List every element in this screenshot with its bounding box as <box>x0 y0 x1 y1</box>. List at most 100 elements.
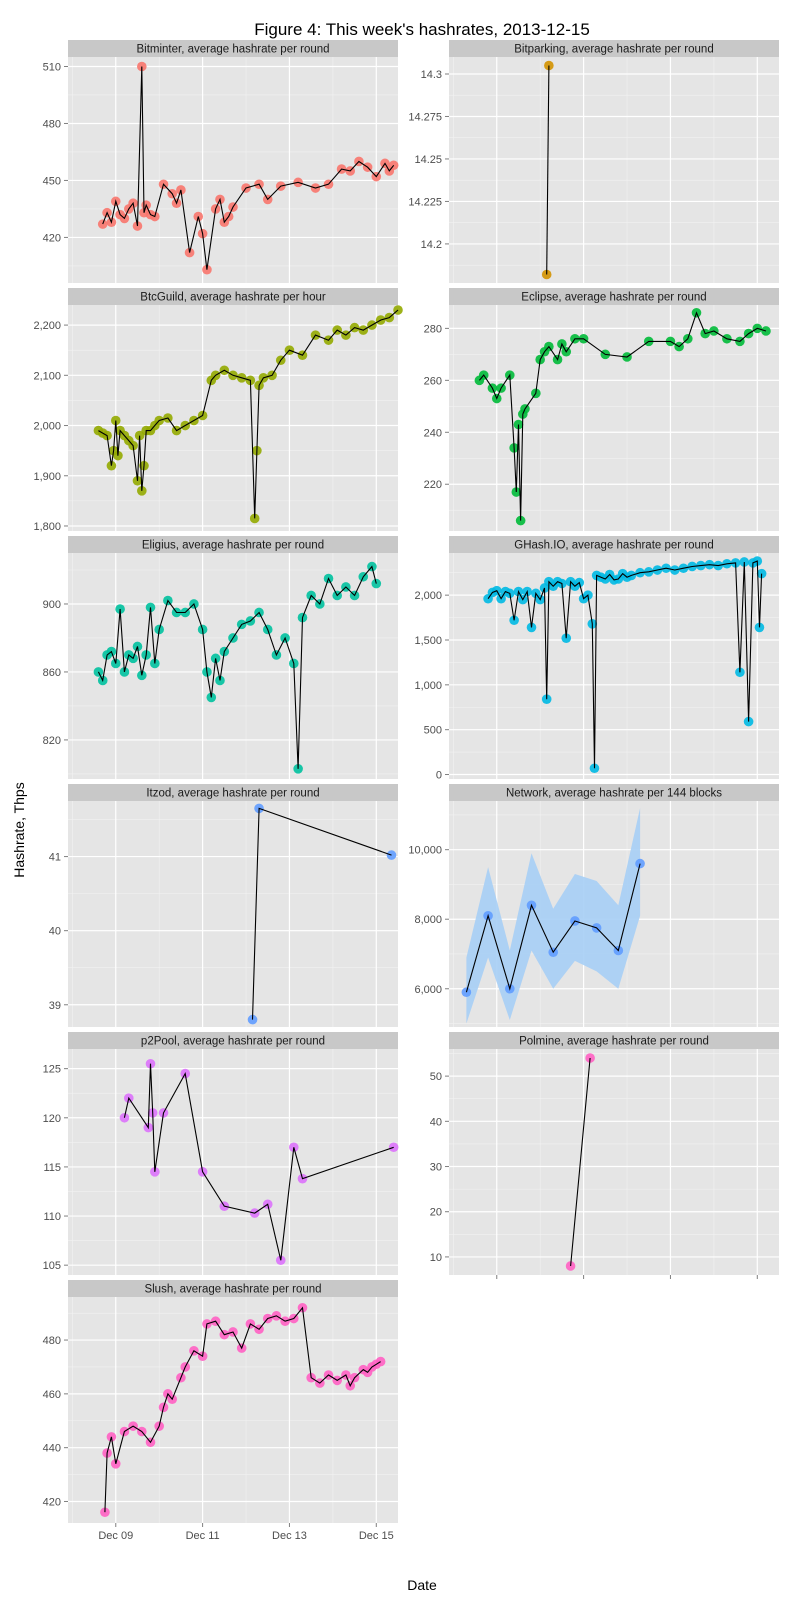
panel-7: Itzod, average hashrate per round 39 40 41 <box>49 784 398 1027</box>
panels: Bitminter, average hashrate per round 420… <box>33 40 779 1542</box>
panel-strip <box>449 288 779 305</box>
panel-title: Eligius, average hashrate per round <box>142 540 324 552</box>
series-line <box>487 560 763 769</box>
figure-title: Figure 4: This week's hashrates, 2013-12… <box>254 20 590 39</box>
series-line <box>251 807 392 1020</box>
y-tick-label: 105 <box>43 1260 61 1272</box>
panel-strip <box>449 1032 779 1049</box>
data-point <box>739 557 750 567</box>
data-point <box>375 1356 386 1367</box>
panel-2: Bitparking, average hashrate per round 14… <box>408 40 779 283</box>
panel-title: BtcGuild, average hashrate per hour <box>140 292 326 304</box>
y-tick-label: 450 <box>43 175 61 187</box>
y-tick-label: 6,000 <box>414 984 442 996</box>
panel-title: Bitminter, average hashrate per round <box>136 44 329 56</box>
data-point <box>754 622 765 633</box>
panel-strip <box>68 1280 398 1297</box>
y-tick-label: 510 <box>43 61 61 73</box>
panel-strip <box>68 536 398 553</box>
series-line <box>546 65 550 275</box>
y-tick-label: 480 <box>43 1335 61 1347</box>
y-tick-label: 1,800 <box>33 521 61 533</box>
y-tick-label: 260 <box>424 375 442 387</box>
data-point <box>388 160 399 171</box>
y-tick-label: 8,000 <box>414 914 442 926</box>
data-point <box>100 1507 110 1518</box>
y-tick-label: 1,900 <box>33 471 61 483</box>
panel-9: p2Pool, average hashrate per round 105 110… <box>43 1032 399 1275</box>
y-tick-label: 2,000 <box>414 590 442 602</box>
panel-title: p2Pool, average hashrate per round <box>141 1036 325 1048</box>
panel-title: Eclipse, average hashrate per round <box>521 292 706 304</box>
y-tick-label: 14.3 <box>421 69 442 81</box>
panel-strip <box>68 40 398 57</box>
y-tick-label: 10 <box>430 1252 442 1264</box>
panel-strip <box>68 784 398 801</box>
y-tick-label: 440 <box>43 1443 61 1455</box>
plot-background <box>68 305 398 531</box>
y-tick-label: 115 <box>43 1162 61 1174</box>
data-point <box>97 219 108 229</box>
y-tick-label: 0 <box>436 770 442 782</box>
panel-4: Eclipse, average hashrate per round 220 24… <box>424 288 779 531</box>
y-tick-label: 110 <box>43 1211 61 1223</box>
y-tick-label: 1,000 <box>414 680 442 692</box>
data-point <box>249 513 260 524</box>
y-axis-label: Hashrate, Thps <box>11 782 27 877</box>
panel-strip <box>449 784 779 801</box>
plot-background <box>68 1049 398 1275</box>
y-tick-label: 480 <box>43 118 61 130</box>
data-point <box>541 269 552 280</box>
series-line <box>104 1306 381 1513</box>
data-point <box>544 60 554 71</box>
panel-3: BtcGuild, average hashrate per hour 1,800… <box>33 288 403 533</box>
plot-background <box>68 801 398 1027</box>
y-tick-label: 40 <box>430 1116 442 1128</box>
panel-title: Slush, average hashrate per round <box>144 1284 321 1296</box>
data-point <box>589 763 600 774</box>
y-tick-label: 40 <box>49 926 61 938</box>
confidence-band <box>466 808 641 1024</box>
plot-background <box>449 305 779 531</box>
y-tick-label: 1,500 <box>414 635 442 647</box>
panel-1: Bitminter, average hashrate per round 420… <box>43 40 399 283</box>
panel-title: Network, average hashrate per 144 blocks <box>506 788 722 800</box>
y-tick-label: 220 <box>424 479 442 491</box>
y-tick-label: 420 <box>43 232 61 244</box>
series-line <box>102 66 395 270</box>
x-axis-label: Date <box>407 1577 437 1593</box>
series-line <box>98 309 399 519</box>
series-line <box>97 565 377 769</box>
y-tick-label: 41 <box>49 852 61 864</box>
x-tick-label: Dec 09 <box>98 1530 133 1542</box>
y-tick-label: 2,200 <box>33 320 61 332</box>
y-tick-label: 120 <box>43 1113 61 1125</box>
y-tick-label: 14.225 <box>408 196 442 208</box>
y-tick-label: 14.25 <box>414 154 442 166</box>
panel-title: Itzod, average hashrate per round <box>146 788 319 800</box>
y-tick-label: 500 <box>424 725 442 737</box>
panel-8: Network, average hashrate per 144 blocks… <box>408 784 779 1027</box>
y-tick-label: 2,000 <box>33 421 61 433</box>
y-tick-label: 50 <box>430 1071 442 1083</box>
x-tick-label: Dec 13 <box>272 1530 307 1542</box>
y-tick-label: 10,000 <box>408 845 442 857</box>
y-tick-label: 39 <box>49 1000 61 1012</box>
y-tick-label: 2,100 <box>33 370 61 382</box>
panel-11: Slush, average hashrate per round 420 440 4… <box>43 1280 398 1542</box>
plot-background <box>449 57 779 283</box>
y-tick-label: 20 <box>430 1207 442 1219</box>
x-tick-label: Dec 11 <box>186 1530 220 1542</box>
series-line <box>478 311 767 521</box>
y-tick-label: 460 <box>43 1389 61 1401</box>
panel-5: Eligius, average hashrate per round 820 86… <box>43 536 398 779</box>
data-point <box>511 487 522 497</box>
y-tick-label: 14.2 <box>421 239 442 251</box>
panel-title: Bitparking, average hashrate per round <box>514 44 713 56</box>
series-line <box>123 1063 394 1261</box>
y-tick-label: 30 <box>430 1162 442 1174</box>
panel-strip <box>68 1032 398 1049</box>
panel-strip <box>449 536 779 553</box>
panel-strip <box>449 40 779 57</box>
